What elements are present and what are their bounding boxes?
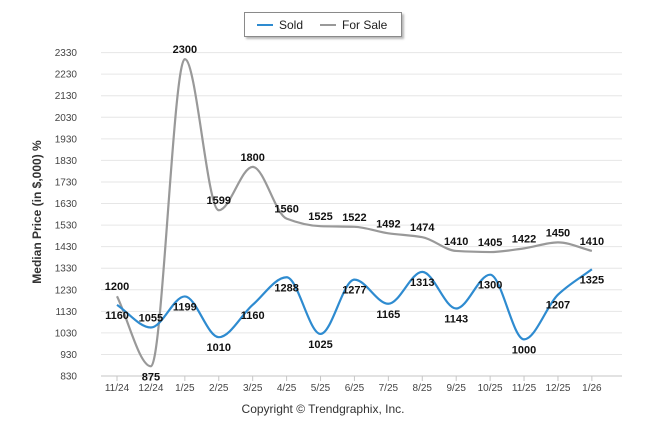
y-axis-title: Median Price (in $,000) % <box>30 140 44 284</box>
data-label-sold: 1165 <box>376 309 400 321</box>
data-label-sold: 1160 <box>105 310 129 322</box>
series-line-sold <box>116 268 593 341</box>
x-tick-label: 12/24 <box>138 383 163 394</box>
y-tick-label: 1230 <box>55 285 78 296</box>
data-label-sold: 1300 <box>478 280 502 292</box>
data-label-sold: 1143 <box>444 314 468 326</box>
data-label-for-sale: 1200 <box>105 281 129 293</box>
grid-layer <box>101 52 622 377</box>
series-layer <box>116 57 593 368</box>
y-tick-label: 2030 <box>55 113 78 124</box>
x-tick-label: 11/24 <box>105 383 130 394</box>
x-tick-label: 2/25 <box>209 383 229 394</box>
x-tick-label: 4/25 <box>277 383 297 394</box>
data-label-sold: 1277 <box>342 285 366 297</box>
data-label-for-sale: 1800 <box>240 152 264 164</box>
x-tick-label: 9/25 <box>446 383 466 394</box>
y-tick-label: 930 <box>60 350 77 361</box>
data-label-for-sale: 1405 <box>478 237 502 249</box>
data-label-for-sale: 1422 <box>512 233 536 245</box>
y-tick-label: 2330 <box>55 48 78 59</box>
data-label-for-sale: 1474 <box>410 222 435 234</box>
data-label-for-sale: 1525 <box>308 211 332 223</box>
data-label-for-sale: 1410 <box>580 236 604 248</box>
data-label-sold: 1313 <box>410 277 434 289</box>
x-tick-label: 5/25 <box>311 383 331 394</box>
x-tick-label: 12/25 <box>545 383 570 394</box>
data-label-for-sale: 1450 <box>546 227 570 239</box>
data-label-sold: 1288 <box>274 282 298 294</box>
data-label-sold: 1055 <box>139 312 163 324</box>
data-label-for-sale: 1599 <box>207 195 231 207</box>
y-tick-label: 830 <box>60 372 77 383</box>
y-tick-label: 1930 <box>55 134 78 145</box>
y-tick-label: 1630 <box>55 199 78 210</box>
y-tick-label: 2130 <box>55 91 78 102</box>
data-label-sold: 1160 <box>241 310 265 322</box>
data-label-sold: 1010 <box>207 342 231 354</box>
legend: Sold For Sale <box>244 12 402 37</box>
data-label-for-sale: 1522 <box>342 212 366 224</box>
data-label-for-sale: 2300 <box>173 44 197 56</box>
legend-item-for-sale[interactable]: For Sale <box>320 18 387 32</box>
axis-layer: 830 930 1030 1130 1230 1330 1430 1530 1630 1730 18… <box>55 48 622 394</box>
x-tick-label: 3/25 <box>243 383 263 394</box>
data-label-sold: 1325 <box>580 274 604 286</box>
data-label-for-sale: 1410 <box>444 236 468 248</box>
x-tick-label: 1/26 <box>582 383 602 394</box>
legend-label-for-sale: For Sale <box>342 18 388 32</box>
y-tick-label: 1530 <box>55 221 78 232</box>
data-label-sold: 1207 <box>546 300 570 312</box>
data-label-sold: 1025 <box>308 339 332 351</box>
y-tick-label: 2230 <box>55 70 78 81</box>
data-label-sold: 1000 <box>512 344 536 356</box>
y-tick-label: 1030 <box>55 328 78 339</box>
legend-swatch-sold <box>257 24 273 26</box>
data-label-layer: 1160 1055 1199 1010 1160 1288 1025 1277 1165 1313… <box>105 44 604 383</box>
legend-item-sold[interactable]: Sold <box>257 18 303 32</box>
y-tick-label: 1730 <box>55 177 78 188</box>
legend-swatch-for-sale <box>320 24 336 26</box>
y-tick-label: 1330 <box>55 264 78 275</box>
data-label-for-sale: 1560 <box>274 204 298 216</box>
x-tick-label: 8/25 <box>413 383 433 394</box>
data-label-for-sale: 1492 <box>376 218 400 230</box>
y-tick-label: 1430 <box>55 242 78 253</box>
x-tick-label: 1/25 <box>175 383 195 394</box>
y-tick-label: 1830 <box>55 156 78 167</box>
x-tick-label: 11/25 <box>512 383 537 394</box>
x-tick-label: 6/25 <box>345 383 365 394</box>
y-tick-label: 1130 <box>55 307 77 318</box>
copyright-text: Copyright © Trendgraphix, Inc. <box>241 402 405 416</box>
x-tick-label: 7/25 <box>379 383 399 394</box>
x-tick-label: 10/25 <box>478 383 503 394</box>
data-label-sold: 1199 <box>173 301 197 313</box>
data-label-for-sale: 875 <box>142 371 160 383</box>
legend-label-sold: Sold <box>279 18 304 32</box>
series-line-for-sale <box>116 57 593 368</box>
